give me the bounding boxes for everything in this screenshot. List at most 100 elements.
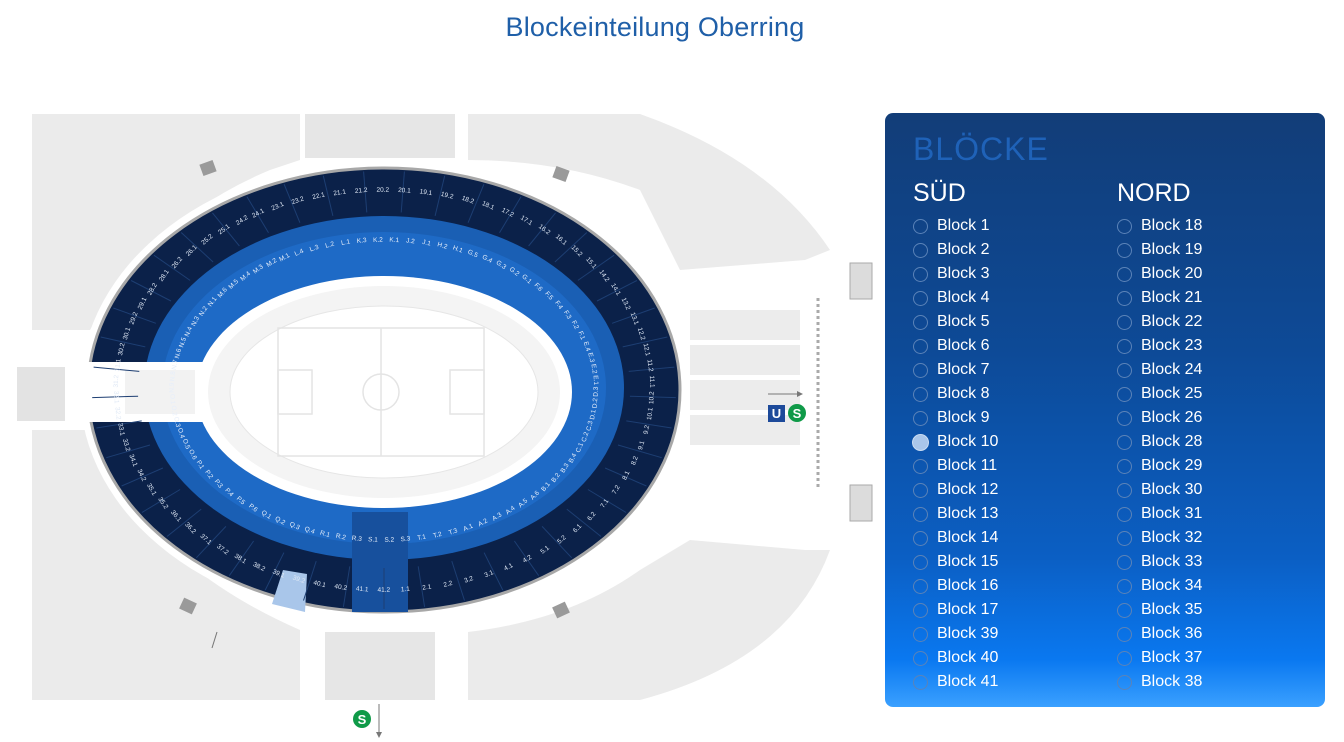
radio-icon[interactable]: [913, 410, 928, 426]
block-label[interactable]: 33.1: [116, 423, 125, 437]
block-option[interactable]: Block 9: [913, 406, 998, 430]
block-label[interactable]: 2.1: [422, 583, 432, 591]
block-label[interactable]: 1.1: [401, 586, 411, 594]
radio-icon[interactable]: [913, 602, 928, 618]
block-label[interactable]: 7.2: [611, 484, 622, 496]
block-label[interactable]: 5.2: [556, 534, 568, 545]
radio-icon[interactable]: [1117, 578, 1132, 594]
block-label[interactable]: 2.2: [443, 580, 454, 589]
block-option[interactable]: Block 14: [913, 526, 998, 550]
block-label[interactable]: F.5: [543, 290, 554, 301]
block-label[interactable]: 3.2: [463, 575, 474, 585]
radio-icon[interactable]: [1117, 530, 1132, 546]
block-label[interactable]: 6.2: [586, 511, 597, 523]
radio-icon[interactable]: [1117, 626, 1132, 642]
block-label[interactable]: C.3: [585, 420, 594, 432]
radio-icon[interactable]: [1117, 386, 1132, 402]
block-label[interactable]: P.4: [223, 487, 234, 499]
block-label[interactable]: O.2: [170, 405, 178, 417]
block-label[interactable]: D.3: [593, 386, 600, 397]
block-label[interactable]: 22.1: [312, 191, 326, 201]
block-label[interactable]: 12.2: [636, 327, 646, 341]
radio-icon[interactable]: [1117, 314, 1132, 330]
block-option[interactable]: Block 18: [1117, 214, 1202, 238]
radio-icon[interactable]: [913, 626, 928, 642]
block-label[interactable]: F.2: [570, 320, 580, 331]
block-label[interactable]: 40.2: [334, 583, 348, 592]
block-label[interactable]: 19.2: [440, 191, 454, 201]
block-option[interactable]: Block 4: [913, 286, 998, 310]
block-label[interactable]: 39.1: [271, 568, 286, 580]
radio-icon[interactable]: [1117, 650, 1132, 666]
radio-icon[interactable]: [1117, 410, 1132, 426]
radio-icon[interactable]: [1117, 242, 1132, 258]
block-label[interactable]: Q.2: [274, 515, 287, 526]
block-label[interactable]: 8.1: [621, 470, 631, 482]
block-label[interactable]: N.2: [198, 305, 209, 318]
block-label[interactable]: G.3: [495, 259, 508, 271]
radio-icon[interactable]: [1117, 218, 1132, 234]
block-label[interactable]: L.4: [294, 248, 305, 258]
block-label[interactable]: N.9: [169, 382, 176, 393]
block-option[interactable]: Block 32: [1117, 526, 1202, 550]
radio-icon[interactable]: [913, 362, 928, 378]
radio-icon[interactable]: [913, 218, 928, 234]
block-label[interactable]: 19.1: [419, 188, 433, 197]
block-label[interactable]: 30.2: [117, 342, 127, 356]
block-label[interactable]: 33.2: [121, 438, 131, 452]
radio-icon[interactable]: [1117, 458, 1132, 474]
block-option[interactable]: Block 29: [1117, 454, 1202, 478]
block-label[interactable]: T.1: [417, 534, 427, 542]
radio-icon[interactable]: [913, 386, 928, 402]
radio-icon[interactable]: [913, 674, 928, 690]
block-label[interactable]: G.4: [481, 254, 494, 265]
block-label[interactable]: L.2: [325, 241, 336, 250]
block-option[interactable]: Block 25: [1117, 382, 1202, 406]
block-label[interactable]: C.2: [581, 431, 591, 443]
block-label[interactable]: O.3: [172, 416, 181, 428]
radio-icon[interactable]: [1117, 266, 1132, 282]
block-label[interactable]: 41.1: [356, 586, 370, 594]
block-option[interactable]: Block 38: [1117, 670, 1202, 694]
block-label[interactable]: H.2: [436, 241, 448, 251]
block-option[interactable]: Block 22: [1117, 310, 1202, 334]
block-option[interactable]: Block 2: [913, 238, 998, 262]
radio-icon[interactable]: [913, 242, 928, 258]
block-label[interactable]: A.3: [491, 511, 503, 522]
radio-icon[interactable]: [1117, 674, 1132, 690]
block-label[interactable]: 13.2: [620, 297, 632, 312]
block-label[interactable]: J.1: [422, 239, 432, 248]
stadium-map[interactable]: 24.123.123.2 22.1 21.1 21.2 20.2 20.1 19.1 19.2…: [0, 100, 880, 742]
radio-icon[interactable]: [913, 650, 928, 666]
radio-icon[interactable]: [913, 482, 928, 498]
radio-icon[interactable]: [1117, 506, 1132, 522]
block-label[interactable]: 30.1: [122, 326, 132, 340]
block-label[interactable]: 10.1: [646, 407, 654, 421]
block-label[interactable]: P.2: [203, 469, 214, 481]
block-label[interactable]: 9.1: [637, 440, 646, 451]
radio-icon[interactable]: [913, 290, 928, 306]
block-label[interactable]: 13.1: [629, 312, 640, 327]
block-label[interactable]: 11.1: [648, 375, 656, 388]
block-label[interactable]: A.4: [505, 505, 517, 517]
block-option[interactable]: Block 11: [913, 454, 998, 478]
block-option[interactable]: Block 36: [1117, 622, 1202, 646]
block-label[interactable]: E.2: [590, 364, 598, 375]
block-label[interactable]: 18.2: [461, 195, 476, 206]
block-option[interactable]: Block 30: [1117, 478, 1202, 502]
block-label[interactable]: 40.1: [312, 579, 326, 589]
radio-icon[interactable]: [912, 433, 929, 451]
radio-icon[interactable]: [913, 338, 928, 354]
radio-icon[interactable]: [913, 266, 928, 282]
block-label[interactable]: 4.1: [503, 562, 515, 573]
block-label[interactable]: R.3: [351, 535, 362, 543]
block-label[interactable]: 21.2: [355, 187, 369, 195]
block-option[interactable]: Block 40: [913, 646, 998, 670]
block-label[interactable]: 4.2: [522, 554, 534, 565]
radio-icon[interactable]: [913, 506, 928, 522]
block-option[interactable]: Block 20: [1117, 262, 1202, 286]
radio-icon[interactable]: [913, 578, 928, 594]
radio-icon[interactable]: [1117, 602, 1132, 618]
block-label[interactable]: D.1: [589, 409, 598, 421]
block-label[interactable]: N.5: [178, 336, 188, 348]
